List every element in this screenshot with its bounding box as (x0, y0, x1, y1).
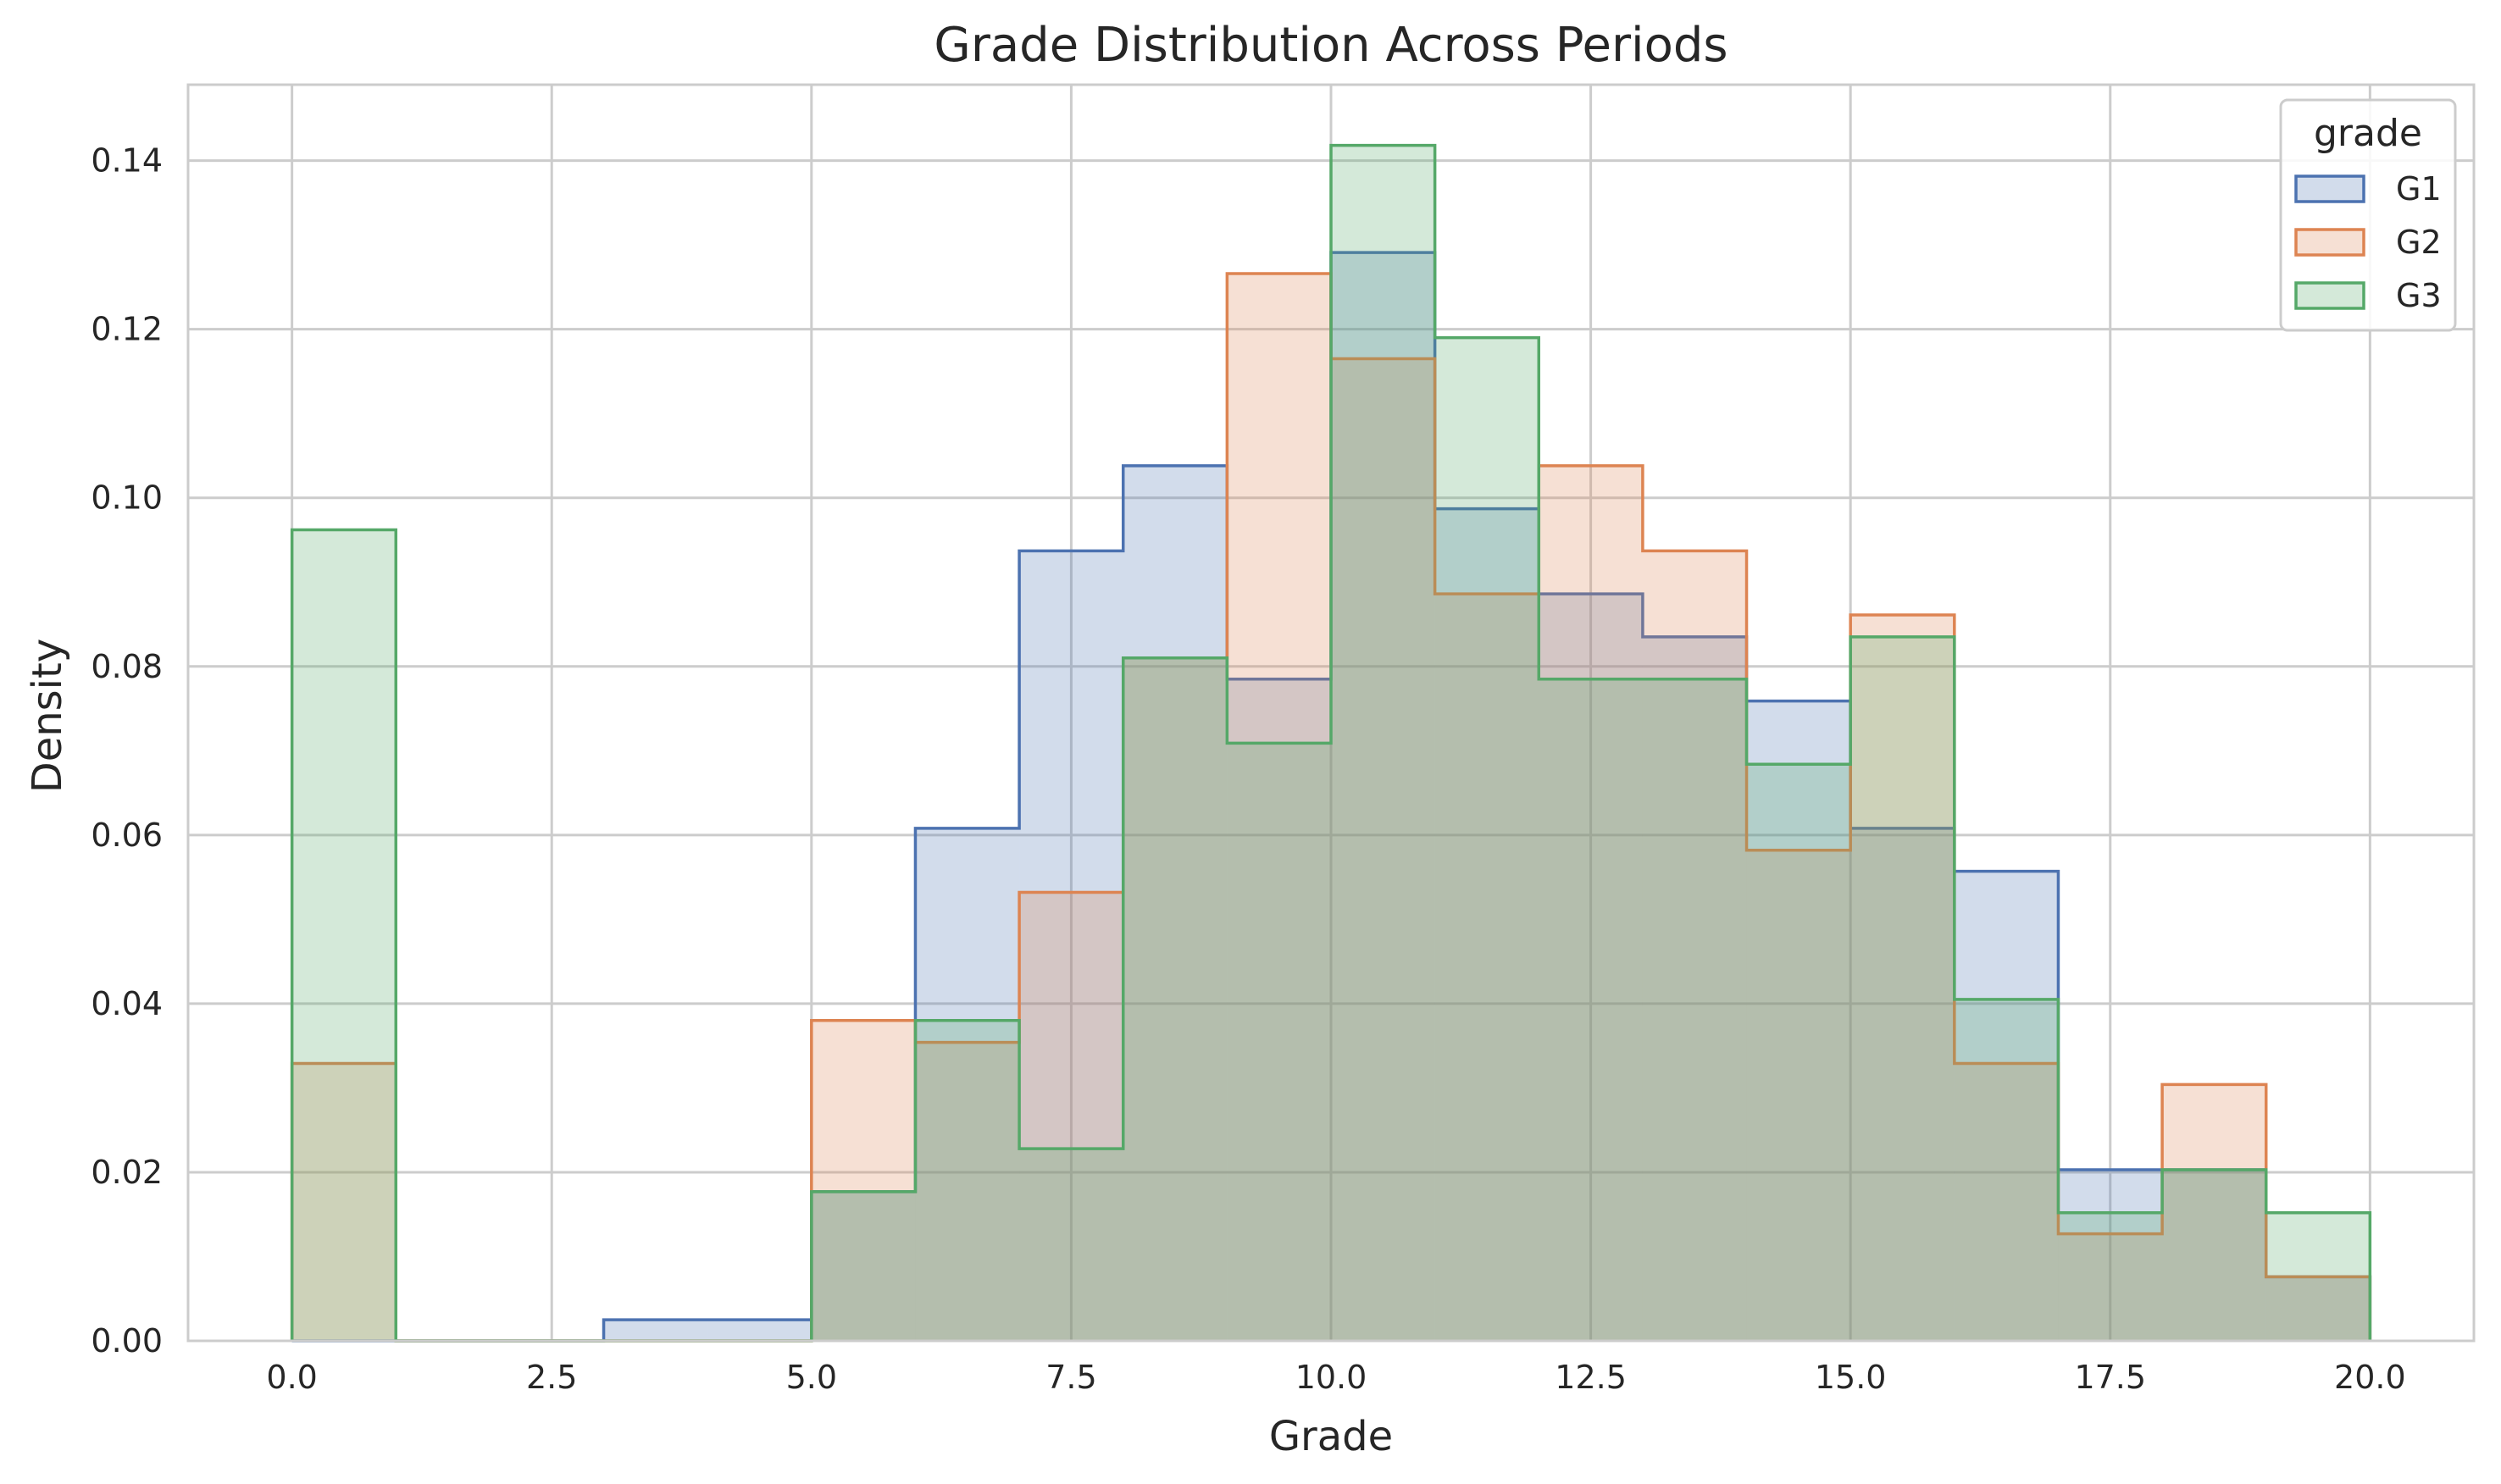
x-tick-label: 12.5 (1555, 1359, 1627, 1396)
y-tick-label: 0.10 (91, 479, 163, 517)
bar-g3-bin-19 (2265, 1212, 2371, 1341)
y-tick-label: 0.04 (91, 985, 163, 1022)
legend-swatch-g3 (2294, 281, 2365, 310)
bar-g3-bin-10 (1331, 145, 1435, 1341)
bar-g3-bin-9 (1227, 743, 1331, 1341)
bar-g1-bin-9 (1227, 678, 1331, 1341)
bar-g1-bin-15 (1850, 828, 1955, 1341)
x-tick-label: 0.0 (266, 1359, 317, 1396)
bar-g1-bin-7 (1019, 551, 1123, 1341)
x-tick-label: 17.5 (2074, 1359, 2146, 1396)
x-tick-label: 2.5 (526, 1359, 577, 1396)
bar-g2-bin-17 (2058, 1233, 2163, 1341)
bar-g2-bin-7 (1019, 892, 1123, 1341)
legend-entry-g2: G2 (2294, 224, 2442, 261)
y-tick-label: 0.08 (91, 648, 163, 685)
bar-g3-bin-6 (915, 1020, 1020, 1341)
bar-g2-bin-19 (2265, 1276, 2371, 1341)
bar-g3-bin-5 (811, 1191, 916, 1341)
bar-g3-bin-0 (291, 529, 396, 1341)
bar-g1-bin-3 (603, 1320, 708, 1341)
bar-g1-bin-16 (1954, 871, 2059, 1341)
bar-g2-bin-0 (291, 1063, 396, 1341)
bar-g2-bin-6 (915, 1042, 1020, 1341)
y-tick-label: 0.00 (91, 1322, 163, 1359)
bar-g3-bin-11 (1434, 337, 1539, 1342)
y-axis-ticks: 0.00 0.02 0.04 0.06 0.08 0.10 0.12 0.14 (91, 142, 163, 1359)
legend-entry-g3: G3 (2294, 277, 2442, 314)
bar-g3-bin-15 (1850, 636, 1955, 1341)
x-tick-label: 10.0 (1295, 1359, 1367, 1396)
bar-g3-bin-12 (1539, 678, 1643, 1341)
legend-label-g3: G3 (2396, 277, 2442, 314)
bar-g1-bin-14 (1746, 700, 1851, 1341)
bar-g2-bin-13 (1642, 551, 1747, 1341)
legend: grade G1 G2 G3 (2279, 98, 2457, 332)
legend-entry-g1: G1 (2294, 170, 2442, 208)
bar-g1-bin-18 (2162, 1169, 2266, 1341)
y-tick-label: 0.12 (91, 311, 163, 348)
bar-g2-bin-15 (1850, 615, 1955, 1341)
legend-swatch-g2 (2294, 228, 2365, 257)
y-tick-label: 0.14 (91, 142, 163, 180)
bar-g3-bin-8 (1123, 657, 1228, 1341)
x-axis-ticks: 0.0 2.5 5.0 7.5 10.0 12.5 15.0 17.5 20.0 (266, 1359, 2405, 1396)
bar-g2-bin-12 (1539, 465, 1643, 1342)
y-axis-label: Density (24, 639, 71, 793)
y-tick-label: 0.06 (91, 817, 163, 854)
x-tick-label: 5.0 (786, 1359, 837, 1396)
bar-g3-bin-17 (2058, 1212, 2163, 1341)
bar-g3-bin-18 (2162, 1169, 2266, 1341)
legend-label-g2: G2 (2396, 224, 2442, 261)
bar-g3-bin-14 (1746, 764, 1851, 1341)
series-g3 (290, 143, 2372, 1343)
bar-g1-bin-5 (811, 1191, 916, 1341)
bar-g2-bin-11 (1434, 594, 1539, 1341)
bar-g1-bin-10 (1331, 252, 1435, 1342)
y-tick-label: 0.02 (91, 1154, 163, 1191)
bar-g1-bin-11 (1434, 508, 1539, 1341)
bar-g2-bin-14 (1746, 850, 1851, 1341)
legend-label-g1: G1 (2396, 170, 2442, 208)
bar-g1-bin-12 (1539, 594, 1643, 1341)
bar-g3-bin-7 (1019, 1149, 1123, 1341)
legend-box (2279, 98, 2457, 332)
legend-entries: G1 G2 G3 (2294, 170, 2442, 314)
series-g1 (291, 251, 2372, 1343)
bar-g2-bin-5 (811, 1020, 916, 1341)
plot-frame (186, 83, 2476, 1343)
bar-g1-bin-13 (1642, 636, 1747, 1341)
x-axis-label: Grade (1269, 1413, 1393, 1460)
bar-g3-bin-16 (1954, 999, 2059, 1341)
bar-g1-bin-8 (1123, 465, 1228, 1342)
bar-g2-bin-10 (1331, 358, 1435, 1341)
x-tick-label: 7.5 (1045, 1359, 1096, 1396)
legend-title: grade (2314, 112, 2422, 155)
bar-g1-bin-19 (2265, 1276, 2371, 1341)
bar-g1-bin-6 (915, 828, 1020, 1341)
bar-g2-bin-16 (1954, 1063, 2059, 1341)
x-tick-label: 15.0 (1815, 1359, 1887, 1396)
bar-g2-bin-18 (2162, 1084, 2266, 1341)
bar-g1-bin-4 (707, 1320, 812, 1341)
bar-g1-bin-17 (2058, 1169, 2163, 1341)
chart-title: Grade Distribution Across Periods (934, 18, 1727, 73)
series-g2 (290, 272, 2372, 1343)
bar-g2-bin-8 (1123, 657, 1228, 1341)
x-tick-label: 20.0 (2334, 1359, 2406, 1396)
histogram-bars (290, 143, 2372, 1343)
legend-swatch-g1 (2294, 174, 2365, 203)
bar-g3-bin-13 (1642, 678, 1747, 1341)
bar-g2-bin-9 (1227, 273, 1331, 1342)
